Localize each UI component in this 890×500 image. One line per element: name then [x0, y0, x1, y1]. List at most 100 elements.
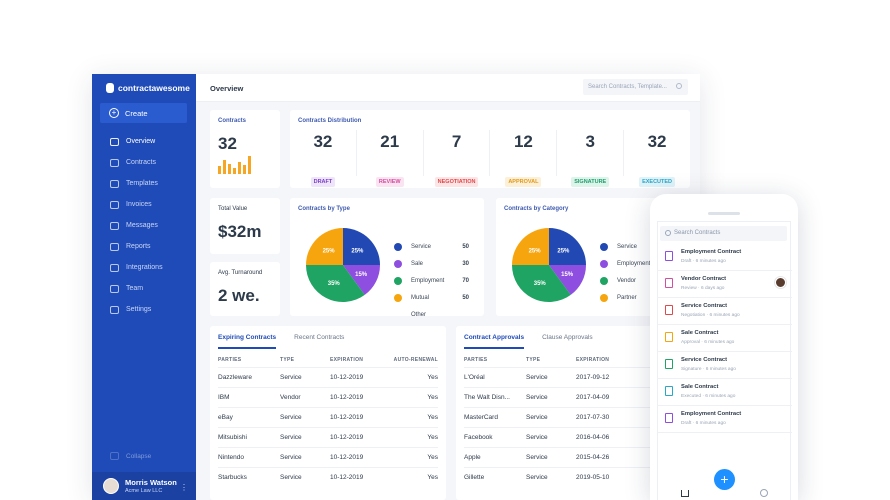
mobile-list-item[interactable]: Sale Contract Executed · 6 minutes ago — [658, 379, 792, 406]
top-bar: Overview Search Contracts, Template... — [196, 74, 700, 102]
card-label: Avg. Turnaround — [218, 270, 263, 276]
column-header[interactable]: AUTO-RENEWAL — [393, 356, 438, 363]
reports-icon — [110, 242, 119, 251]
table-cell: Yes — [390, 406, 438, 427]
status-badge: EXECUTED — [639, 177, 676, 187]
mobile-list-item[interactable]: Employment Contract Draft · 6 minutes ago — [658, 244, 792, 271]
pie-slice[interactable] — [343, 228, 380, 265]
table-cell: Facebook — [464, 426, 526, 447]
distribution-item[interactable]: 32 DRAFT — [290, 130, 357, 187]
turnaround-value: 2 we. — [218, 286, 260, 305]
settings-icon — [110, 305, 119, 314]
legend-swatch — [600, 242, 608, 251]
legend-swatch — [394, 276, 402, 285]
card-label: Total Value — [218, 206, 248, 212]
mobile-list-item[interactable]: Service Contract Signature · 6 minutes ag… — [658, 352, 792, 379]
contracts-icon — [110, 158, 119, 167]
search-placeholder: Search Contracts — [674, 230, 721, 236]
mobile-list-item[interactable]: Sale Contract Approval · 6 minutes ago — [658, 325, 792, 352]
collapse-label: Collapse — [126, 452, 152, 460]
search-icon — [665, 230, 671, 236]
home-icon[interactable] — [681, 490, 689, 497]
chart-title: Contracts by Type — [298, 206, 350, 212]
distribution-count: 21 — [380, 132, 400, 151]
table-cell: Nintendo — [218, 446, 280, 467]
table-cell: Service — [526, 446, 576, 467]
table-row[interactable]: Starbucks Service 10-12-2019 Yes — [218, 466, 438, 487]
create-button[interactable]: + Create — [100, 103, 187, 123]
mobile-list-item[interactable]: Employment Contract Draft · 6 minutes ago — [658, 406, 792, 433]
distribution-item[interactable]: 32 EXECUTED — [624, 130, 690, 187]
pie-slice[interactable] — [512, 228, 549, 265]
column-header[interactable]: PARTIES — [218, 356, 242, 363]
sidebar-item-integrations[interactable]: Integrations — [92, 257, 196, 278]
mobile-list-item[interactable]: Service Contract Negotiation · 6 minutes … — [658, 298, 792, 325]
distribution-item[interactable]: 21 REVIEW — [357, 130, 424, 187]
mobile-list-item[interactable]: Vendor Contract Review · 6 days ago — [658, 271, 792, 298]
pie-slice[interactable] — [512, 265, 571, 302]
item-subtitle: Draft · 6 minutes ago — [681, 421, 726, 426]
sidebar-item-contracts[interactable]: Contracts — [92, 152, 196, 173]
distribution-count: 3 — [585, 132, 595, 151]
mobile-search-input[interactable]: Search Contracts — [660, 226, 787, 241]
pie-slice[interactable] — [306, 265, 365, 302]
column-header[interactable]: EXPIRATION — [330, 356, 364, 363]
sidebar-item-reports[interactable]: Reports — [92, 236, 196, 257]
legend-item: Employment 70 — [394, 272, 469, 289]
tab-recent-contracts[interactable]: Recent Contracts — [294, 334, 345, 341]
sidebar: contractawesome + Create Overview Contra… — [92, 74, 196, 500]
app-logo[interactable]: contractawesome — [106, 83, 190, 93]
table-cell: L'Oréal — [464, 366, 526, 387]
table-row[interactable]: IBM Vendor 10-12-2019 Yes — [218, 386, 438, 407]
table-cell: Service — [526, 386, 576, 407]
tab-expiring-contracts[interactable]: Expiring Contracts — [218, 334, 277, 349]
legend-item: Other — [394, 306, 469, 323]
table-cell: Starbucks — [218, 466, 280, 487]
sidebar-item-overview[interactable]: Overview — [92, 131, 196, 152]
sidebar-item-invoices[interactable]: Invoices — [92, 194, 196, 215]
contracts-by-type-card: Contracts by Type 25% 15% 35% 25% Service 50… — [290, 198, 484, 318]
collapse-icon — [110, 452, 119, 460]
distribution-row: 32 DRAFT 21 REVIEW 7 NEGOTIATION 12 APPROVAL 3 SI… — [290, 130, 690, 187]
column-header[interactable]: PARTIES — [464, 356, 488, 363]
table-cell: 2017-07-30 — [576, 406, 644, 427]
add-button[interactable]: + — [714, 469, 735, 490]
collapse-button[interactable]: Collapse — [110, 452, 151, 460]
expiring-table: PARTIES TYPE EXPIRATION AUTO-RENEWAL Dazzlew… — [218, 353, 438, 487]
column-header[interactable]: TYPE — [280, 356, 295, 363]
column-header[interactable]: EXPIRATION — [576, 356, 610, 363]
table-row[interactable]: Nintendo Service 10-12-2019 Yes — [218, 446, 438, 467]
sidebar-item-settings[interactable]: Settings — [92, 299, 196, 320]
legend-item: Mutual 50 — [394, 289, 469, 306]
table-cell: Service — [526, 466, 576, 487]
sidebar-item-templates[interactable]: Templates — [92, 173, 196, 194]
tab-clause-approvals[interactable]: Clause Approvals — [542, 334, 593, 341]
table-cell: Service — [280, 426, 330, 447]
contracts-card: Contracts 32 — [210, 110, 280, 188]
sidebar-item-messages[interactable]: Messages — [92, 215, 196, 236]
table-cell: Yes — [390, 366, 438, 387]
distribution-item[interactable]: 7 NEGOTIATION — [424, 130, 491, 187]
table-cell: 10-12-2019 — [330, 406, 390, 427]
sidebar-item-team[interactable]: Team — [92, 278, 196, 299]
pie-slice[interactable] — [306, 228, 343, 265]
pie-slice[interactable] — [549, 228, 586, 265]
legend-label: Employment — [617, 260, 651, 267]
table-row[interactable]: Dazzleware Service 10-12-2019 Yes — [218, 366, 438, 387]
tab-contract-approvals[interactable]: Contract Approvals — [464, 334, 525, 349]
gear-icon[interactable] — [760, 489, 768, 497]
more-vertical-icon[interactable]: ⋮ — [180, 483, 188, 492]
pie-slice[interactable] — [343, 265, 380, 295]
legend-value: 70 — [462, 277, 469, 284]
chart-title: Contracts by Category — [504, 206, 569, 212]
table-row[interactable]: eBay Service 10-12-2019 Yes — [218, 406, 438, 427]
user-profile[interactable]: Morris Watson Acme Law LLC ⋮ — [92, 472, 196, 500]
pie-slice[interactable] — [549, 265, 586, 295]
column-header[interactable]: TYPE — [526, 356, 541, 363]
search-input[interactable]: Search Contracts, Template... — [583, 79, 688, 95]
distribution-item[interactable]: 3 SIGNATURE — [557, 130, 625, 187]
table-row[interactable]: Mitsubishi Service 10-12-2019 Yes — [218, 426, 438, 447]
table-cell: 2015-04-26 — [576, 446, 644, 467]
distribution-item[interactable]: 12 APPROVAL — [490, 130, 558, 187]
legend-swatch — [394, 242, 402, 251]
